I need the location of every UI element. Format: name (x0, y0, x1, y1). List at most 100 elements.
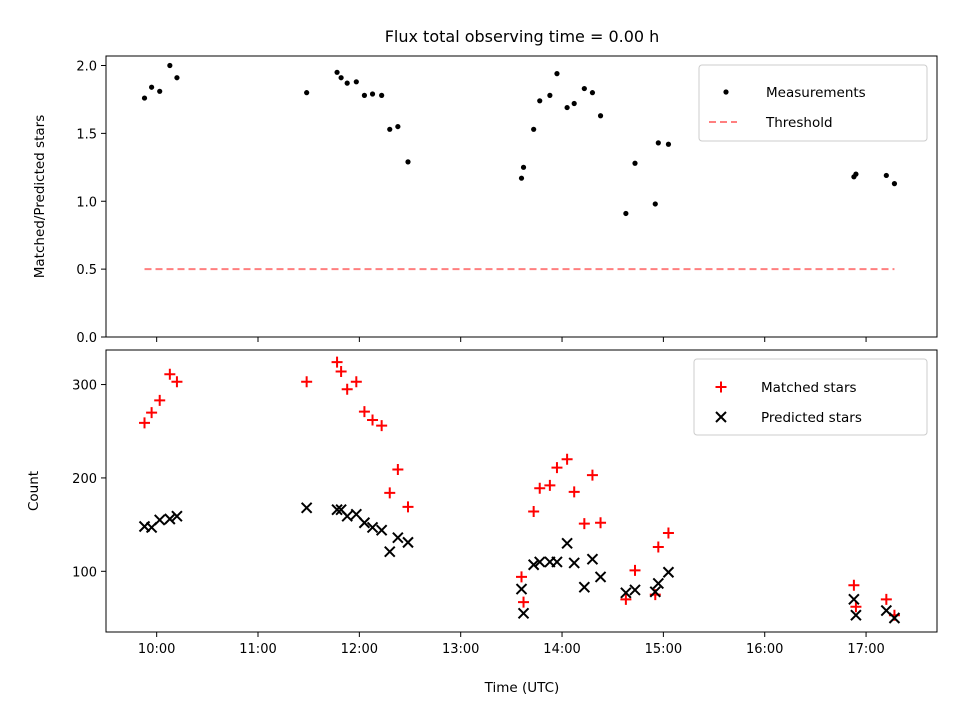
y-tick-label: 1.0 (76, 195, 97, 210)
data-point (561, 537, 573, 549)
data-point (361, 92, 368, 98)
legend-label: Threshold (765, 115, 833, 131)
data-point (620, 593, 632, 605)
data-point (632, 160, 638, 166)
data-point (387, 126, 393, 132)
y-tick-label: 1.5 (76, 127, 97, 142)
legend-label: Measurements (766, 85, 866, 101)
legend-marker (723, 89, 729, 95)
data-point (888, 612, 901, 624)
data-point (568, 557, 580, 569)
plot-frame (105, 55, 938, 338)
data-point (589, 90, 596, 96)
data-point (341, 510, 353, 522)
data-point (544, 479, 556, 491)
legend-marker (715, 381, 727, 393)
data-point (662, 527, 674, 539)
x-axis-label: Time (UTC) (484, 680, 560, 696)
data-point (405, 159, 411, 165)
legend: Measurements Threshold (698, 64, 928, 142)
series-matched-stars (139, 356, 900, 621)
data-point (300, 502, 313, 514)
data-point (154, 514, 166, 526)
data-point (350, 376, 362, 388)
x-tick-label: 16:00 (746, 642, 783, 657)
data-point (586, 553, 599, 565)
data-point (620, 587, 632, 599)
data-point (561, 453, 573, 465)
data-point (146, 407, 158, 419)
y-tick-label: 300 (72, 379, 97, 394)
data-point (534, 482, 546, 494)
data-point (367, 414, 379, 426)
series-predicted-stars (138, 502, 901, 624)
data-point (649, 586, 661, 598)
legend-marker (715, 411, 727, 423)
data-point (516, 571, 527, 583)
data-point (375, 524, 388, 536)
x-tick-label: 12:00 (341, 642, 378, 657)
y-axis-label: Matched/Predicted stars (32, 115, 48, 278)
data-point (149, 84, 155, 90)
x-tick-label: 11:00 (239, 642, 276, 657)
data-point (662, 566, 675, 578)
data-point (571, 100, 577, 107)
data-point (338, 75, 344, 81)
data-point (850, 601, 862, 613)
data-point (594, 571, 607, 583)
data-point (850, 609, 862, 621)
data-point (531, 126, 537, 132)
data-point (880, 593, 892, 605)
panel-counts: 10:00 11:00 12:00 13:00 14:00 15:00 16:00 17:00… (26, 349, 938, 657)
y-tick-label: 0.0 (76, 331, 97, 346)
data-point (376, 420, 388, 432)
legend: Matched stars Predicted stars (693, 358, 928, 436)
data-point (520, 164, 527, 170)
data-point (331, 503, 343, 516)
data-point (369, 91, 376, 97)
data-point (164, 368, 176, 380)
data-point (629, 564, 641, 576)
legend-box (693, 358, 928, 436)
data-point (358, 406, 370, 418)
data-point (353, 79, 359, 85)
data-point (652, 577, 665, 590)
data-point (358, 517, 371, 529)
data-point (527, 559, 540, 571)
data-point (652, 201, 658, 207)
data-point (379, 92, 385, 98)
data-point (578, 581, 591, 593)
x-tick-label: 13:00 (442, 642, 479, 657)
data-point (586, 469, 598, 481)
data-point (597, 113, 604, 119)
legend-box (698, 64, 928, 142)
x-tick-label: 10:00 (138, 642, 175, 657)
data-point (344, 80, 350, 86)
data-point (334, 69, 340, 75)
plot-frame (105, 349, 938, 633)
data-point (392, 531, 404, 544)
data-point (551, 556, 563, 568)
data-point (623, 210, 629, 217)
data-point (164, 513, 176, 525)
data-point (517, 607, 530, 620)
data-point (341, 383, 353, 395)
data-point (564, 104, 570, 111)
data-point (154, 394, 166, 406)
data-point (528, 506, 540, 518)
y-tick-label: 100 (72, 565, 97, 580)
data-point (551, 462, 563, 474)
x-tick-label: 17:00 (847, 642, 884, 657)
data-point (384, 487, 396, 499)
data-point (665, 141, 672, 147)
data-point (547, 92, 553, 98)
data-point (139, 417, 151, 429)
y-tick-label: 0.5 (76, 263, 97, 278)
data-point (157, 88, 163, 94)
data-point (518, 596, 530, 608)
data-point (581, 85, 587, 92)
data-point (629, 584, 641, 596)
data-point (384, 545, 396, 558)
data-point (848, 593, 860, 606)
